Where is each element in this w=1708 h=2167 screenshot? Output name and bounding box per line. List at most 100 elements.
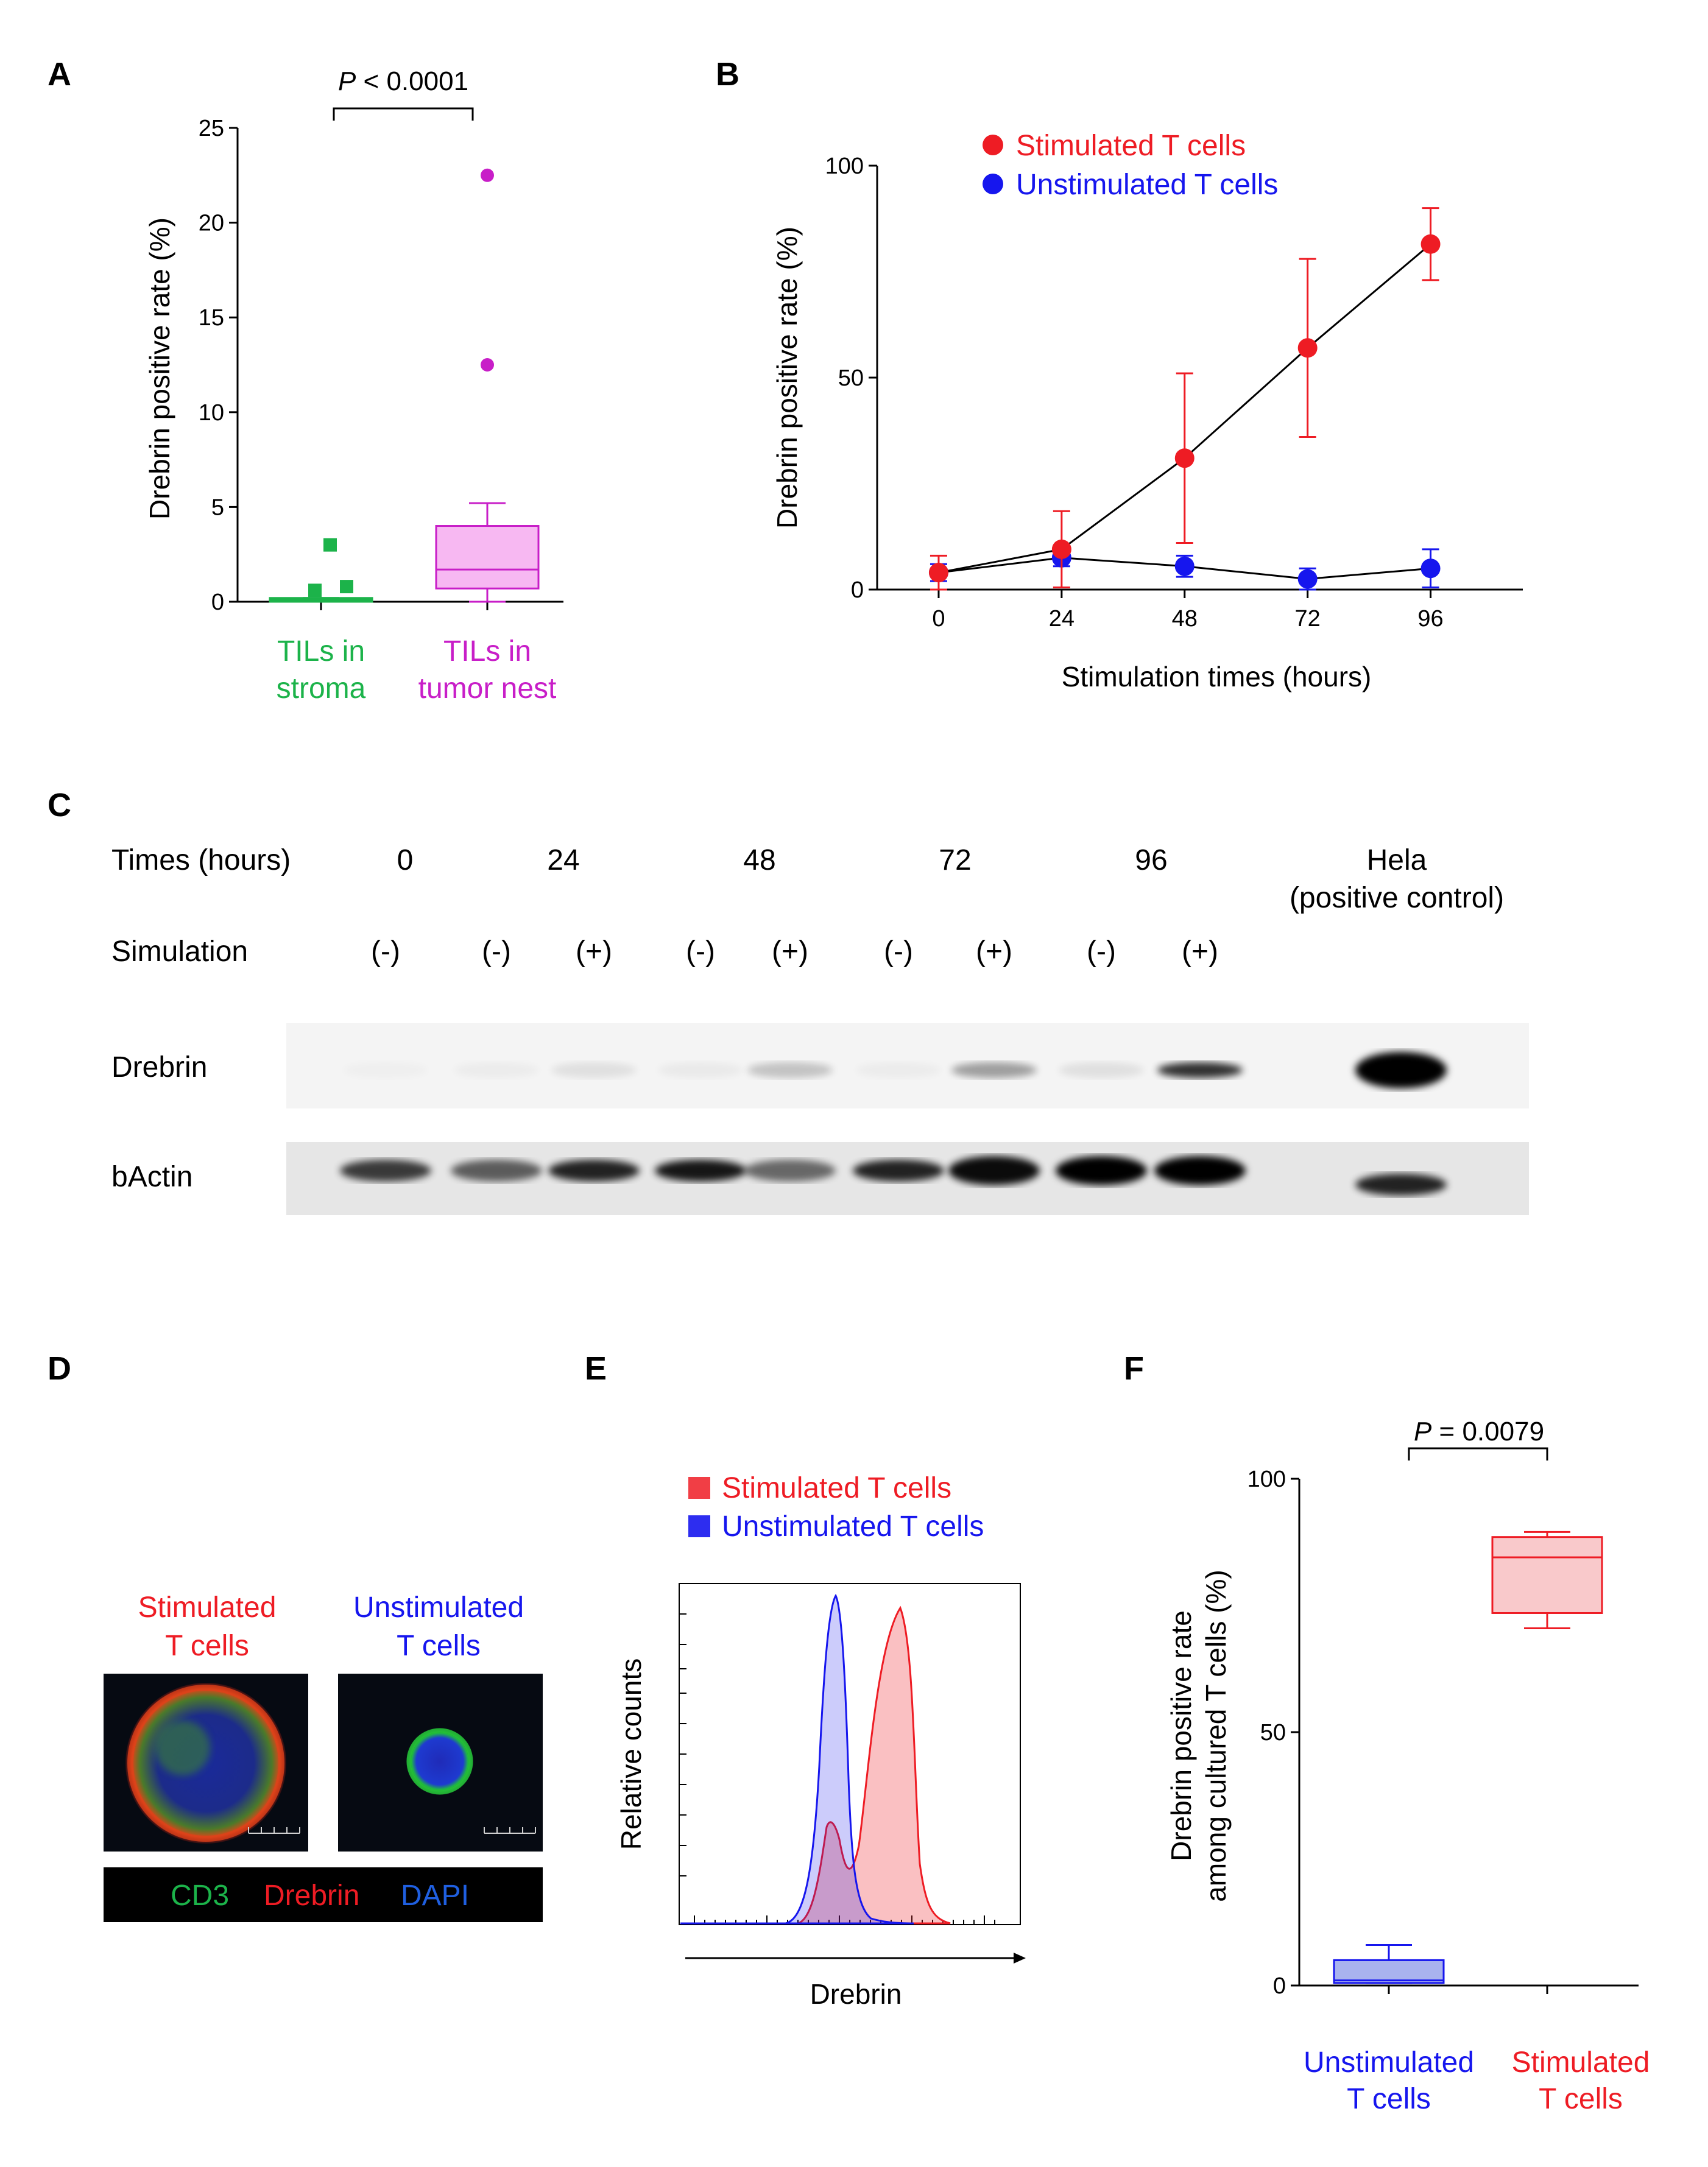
panel-b-point-stimulated <box>1297 338 1318 358</box>
panel-e-letter: E <box>585 1350 607 1387</box>
panel-f-significance-bracket <box>1408 1447 1548 1461</box>
panel-e-legend-stimulated: Stimulated T cells <box>722 1472 951 1504</box>
panel-b-axes: 0 50 100 0 24 48 72 96 <box>825 153 1523 632</box>
panel-f-letter: F <box>1124 1350 1144 1387</box>
panel-c-drebrin-band <box>1059 1062 1144 1078</box>
panel-b-legend-stimulated: Stimulated T cells <box>1016 130 1246 162</box>
panel-f-box <box>1491 1536 1603 1614</box>
panel-a-y-tick-label: 0 <box>211 590 224 615</box>
panel-d-legend-cd3: CD3 <box>171 1880 229 1912</box>
panel-a-outlier <box>481 358 494 372</box>
panel-c-stimulation-label: (-) <box>371 936 400 968</box>
panel-f-category-1-line2: T cells <box>1347 2083 1431 2115</box>
panel-c-bactin-band <box>744 1160 836 1182</box>
panel-a-category-2-line2: tumor nest <box>418 672 557 705</box>
panel-e-legend-swatch-stimulated <box>688 1477 710 1499</box>
panel-e-stimulated-histogram <box>680 1605 951 1925</box>
panel-c-drebrin-band <box>856 1062 941 1078</box>
panel-c-row-stimulation-label: Simulation <box>111 936 248 968</box>
panel-c-bactin-band <box>340 1160 431 1182</box>
panel-b-point-unstimulated <box>1174 556 1195 576</box>
panel-e-x-arrowhead <box>1014 1953 1026 1964</box>
panel-a-y-tick-label: 10 <box>199 400 224 426</box>
panel-c-stimulation-label: (+) <box>576 936 612 968</box>
panel-a-y-tick-label: 5 <box>211 495 224 520</box>
panel-c-time-label: 24 <box>547 844 579 876</box>
panel-c-stimulation-label: (-) <box>482 936 511 968</box>
panel-a-outlier <box>340 580 353 594</box>
panel-c-stimulation-label: (-) <box>1087 936 1116 968</box>
panel-e-y-axis-label: Relative counts <box>615 1658 647 1850</box>
panel-c-bactin-band <box>451 1160 542 1182</box>
panel-b: B 0 50 100 0 24 48 72 96 Drebrin positive rate … <box>716 56 1523 692</box>
panel-a-category-2-line1: TILs in <box>443 635 531 668</box>
panel-a-y-tick-label: 20 <box>199 211 224 236</box>
panel-c-row-bactin-label: bActin <box>111 1161 192 1193</box>
panel-b-y-tick-label: 0 <box>851 577 864 603</box>
panel-b-x-tick-label: 0 <box>932 606 945 632</box>
panel-e-unstimulated-histogram <box>680 1593 914 1925</box>
panel-b-legend-unstimulated: Unstimulated T cells <box>1016 169 1278 201</box>
panel-d-unstimulated-scale-bar <box>484 1827 536 1834</box>
panel-c-drebrin-band <box>951 1062 1037 1078</box>
panel-d-left-title-line2: T cells <box>165 1630 249 1662</box>
panel-b-point-unstimulated <box>1420 558 1441 579</box>
panel-a-y-tick-label: 25 <box>199 116 224 141</box>
panel-d-stimulated-scale-bar <box>248 1827 300 1834</box>
panel-a-axes: 0 5 10 15 20 25 <box>199 116 563 615</box>
panel-a-outlier <box>481 168 494 182</box>
panel-f-y-tick-label: 0 <box>1273 1973 1286 1999</box>
panel-d-right-title-line1: Unstimulated <box>353 1591 524 1624</box>
panel-a-pvalue: P < 0.0001 <box>338 66 468 96</box>
panel-b-legend-marker-unstimulated <box>983 174 1003 194</box>
panel-c-drebrin-band <box>343 1062 428 1078</box>
panel-c-bactin-band <box>948 1156 1040 1185</box>
panel-d-legend-dapi: DAPI <box>401 1880 469 1912</box>
panel-f-y-axis-label-line1: Drebrin positive rate <box>1165 1610 1197 1861</box>
panel-c-stimulation-label: (+) <box>976 936 1012 968</box>
panel-a-box <box>435 525 540 590</box>
panel-a: A 0 5 10 15 20 25 Drebrin positive rate (%) P… <box>48 56 563 705</box>
panel-c-drebrin-band <box>454 1062 539 1078</box>
panel-a-category-1-line1: TILs in <box>277 635 365 668</box>
panel-c-bactin-band <box>853 1160 944 1182</box>
panel-f-pvalue: P = 0.0079 <box>1414 1417 1544 1446</box>
panel-e-legend: Stimulated T cells Unstimulated T cells <box>688 1472 984 1543</box>
panel-c-time-labels: 0 24 48 72 96 <box>397 844 1168 876</box>
panel-f-axes: 0 50 100 <box>1247 1467 1639 1999</box>
panel-b-x-axis-label: Stimulation times (hours) <box>1062 661 1372 692</box>
panel-c: C Times (hours) Simulation Drebrin bActi… <box>48 787 1529 1215</box>
panel-b-point-unstimulated <box>1297 569 1318 589</box>
panel-f-y-tick-label: 100 <box>1247 1467 1286 1492</box>
panel-e-legend-swatch-unstimulated <box>688 1515 710 1537</box>
panel-f-pvalue-rest: = 0.0079 <box>1431 1417 1544 1446</box>
panel-c-drebrin-blot <box>286 1023 1529 1108</box>
panel-b-y-axis-label: Drebrin positive rate (%) <box>771 227 803 529</box>
panel-b-point-stimulated <box>1174 448 1195 468</box>
panel-f-category-2-line2: T cells <box>1539 2083 1623 2115</box>
panel-d-stimulated-cell-membrane <box>127 1685 284 1842</box>
panel-f-y-tick-label: 50 <box>1260 1720 1286 1746</box>
panel-c-bands <box>340 1052 1447 1196</box>
panel-b-point-stimulated <box>928 563 948 583</box>
panel-c-stimulation-labels: (-) (-) (+) (-) (+) (-) (+) (-) (+) <box>371 936 1218 968</box>
panel-b-y-tick-label: 50 <box>838 365 864 391</box>
panel-a-y-axis-label: Drebrin positive rate (%) <box>144 217 175 520</box>
panel-d-unstimulated-cell <box>406 1728 473 1795</box>
panel-b-point-stimulated <box>1051 539 1071 559</box>
panel-b-x-tick-label: 48 <box>1172 606 1198 632</box>
panel-c-bactin-band <box>1154 1156 1246 1185</box>
panel-c-bactin-band <box>655 1160 746 1182</box>
panel-c-time-label: 0 <box>397 844 414 876</box>
panel-a-letter: A <box>48 56 71 93</box>
panel-c-bactin-band <box>1056 1156 1147 1185</box>
panel-d-letter: D <box>48 1350 71 1387</box>
panel-c-drebrin-band <box>658 1062 743 1078</box>
panel-d-left-title-line1: Stimulated <box>138 1591 277 1624</box>
panel-c-bactin-band <box>548 1160 640 1182</box>
panel-a-outlier <box>308 583 322 597</box>
panel-e-x-axis-label: Drebrin <box>810 1978 902 2010</box>
panel-b-legend: Stimulated T cells Unstimulated T cells <box>983 130 1278 201</box>
panel-b-y-tick-label: 100 <box>825 153 864 179</box>
